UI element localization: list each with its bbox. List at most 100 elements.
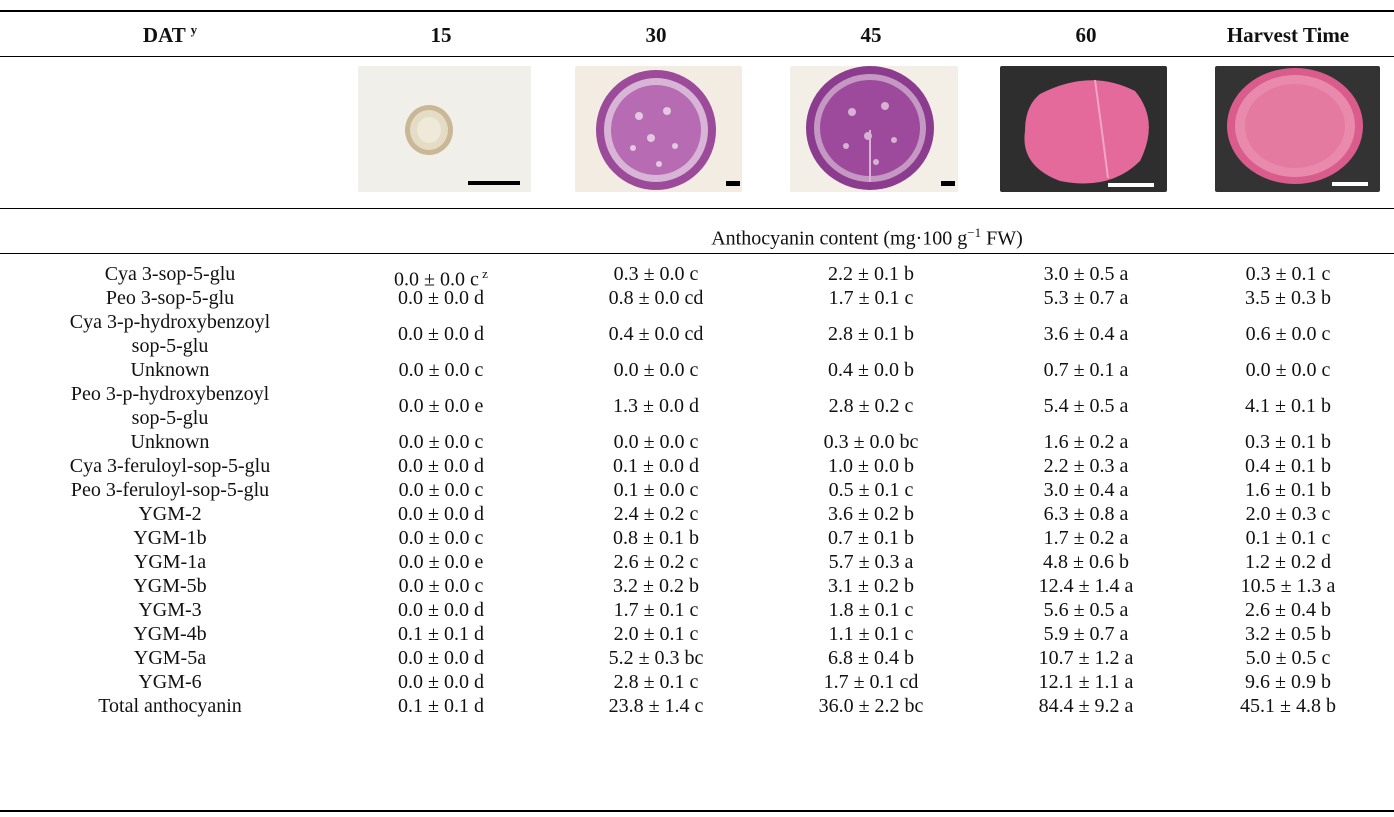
value-cell: 1.8 ± 0.1 c (828, 599, 914, 621)
value-cell: 5.2 ± 0.3 bc (608, 647, 704, 669)
compound-name-line: Cya 3-p-hydroxybenzoyl (69, 311, 271, 333)
dat-header: DAT y (142, 22, 198, 47)
value-cell: 5.4 ± 0.5 a (1043, 395, 1129, 417)
compound-name: YGM-2 (138, 503, 202, 525)
value-cell: 36.0 ± 2.2 bc (818, 695, 924, 717)
header-rule (0, 56, 1394, 57)
value-cell: 2.2 ± 0.1 b (828, 263, 914, 285)
value-cell: 0.4 ± 0.0 cd (608, 323, 704, 345)
table-row: YGM-3 0.0 ± 0.0 d 1.7 ± 0.1 c 1.8 ± 0.1 c 5.… (0, 598, 1394, 622)
col-header-45: 45 (860, 23, 882, 47)
value-cell: 1.3 ± 0.0 d (613, 395, 699, 417)
value-cell: 0.1 ± 0.1 c (1245, 527, 1331, 549)
value-cell: 1.7 ± 0.2 a (1043, 527, 1129, 549)
compound-name: YGM-5a (133, 647, 207, 669)
compound-name: Cya 3-feruloyl-sop-5-glu (69, 455, 271, 477)
table-row: YGM-6 0.0 ± 0.0 d 2.8 ± 0.1 c 1.7 ± 0.1 cd 1… (0, 670, 1394, 694)
value-cell: 0.7 ± 0.1 a (1043, 359, 1129, 381)
value-cell: 0.0 ± 0.0 c (398, 359, 484, 381)
value-cell: 3.6 ± 0.2 b (828, 503, 914, 525)
value-cell: 0.0 ± 0.0 c z (394, 266, 488, 291)
value-cell: 0.0 ± 0.0 d (398, 287, 484, 309)
value-cell: 0.0 ± 0.0 c (398, 431, 484, 453)
value-cell: 0.0 ± 0.0 e (398, 395, 484, 417)
value-cell: 2.2 ± 0.3 a (1043, 455, 1129, 477)
col-header-60: 60 (1075, 23, 1097, 47)
value-cell: 0.0 ± 0.0 c (613, 359, 699, 381)
value-cell: 0.1 ± 0.1 d (398, 695, 484, 717)
compound-name: YGM-1b (133, 527, 207, 549)
value-cell: 2.6 ± 0.4 b (1245, 599, 1331, 621)
value-cell: 0.0 ± 0.0 d (398, 599, 484, 621)
value-cell: 84.4 ± 9.2 a (1038, 695, 1134, 717)
value-cell: 10.5 ± 1.3 a (1240, 575, 1336, 597)
value-cell: 1.7 ± 0.1 c (613, 599, 699, 621)
value-cell: 0.0 ± 0.0 d (398, 503, 484, 525)
value-cell: 23.8 ± 1.4 c (608, 695, 704, 717)
compound-name: YGM-5b (133, 575, 207, 597)
value-cell: 5.9 ± 0.7 a (1043, 623, 1129, 645)
value-cell: 0.0 ± 0.0 c (1245, 359, 1331, 381)
value-cell: 4.8 ± 0.6 b (1043, 551, 1129, 573)
value-cell: 3.2 ± 0.2 b (613, 575, 699, 597)
value-cell: 0.6 ± 0.0 c (1245, 323, 1331, 345)
table-row: Cya 3-p-hydroxybenzoyl sop-5-glu 0.0 ± 0.0… (0, 310, 1394, 358)
table-row: YGM-2 0.0 ± 0.0 d 2.4 ± 0.2 c 3.6 ± 0.2 b 6.… (0, 502, 1394, 526)
root-slice-image (405, 105, 520, 185)
value-cell: 0.1 ± 0.1 d (398, 623, 484, 645)
value-cell: 0.4 ± 0.1 b (1245, 455, 1331, 477)
value-cell: 1.2 ± 0.2 d (1245, 551, 1331, 573)
compound-name: YGM-4b (133, 623, 207, 645)
col-header-harvest: Harvest Time (1226, 23, 1350, 47)
value-cell: 0.7 ± 0.1 b (828, 527, 914, 549)
value-cell: 0.5 ± 0.1 c (828, 479, 914, 501)
value-cell: 2.0 ± 0.3 c (1245, 503, 1331, 525)
table-row: Cya 3-sop-5-glu 0.0 ± 0.0 c z 0.3 ± 0.0 c 2… (0, 262, 1394, 291)
value-cell: 0.3 ± 0.1 b (1245, 431, 1331, 453)
anthocyanin-subheader: Anthocyanin content (mg·100 g−1 FW) (711, 225, 1023, 250)
value-cell: 6.8 ± 0.4 b (828, 647, 914, 669)
table-row: YGM-5b 0.0 ± 0.0 c 3.2 ± 0.2 b 3.1 ± 0.2 b 1… (0, 574, 1394, 598)
compound-name: YGM-1a (133, 551, 207, 573)
value-cell: 12.1 ± 1.1 a (1038, 671, 1134, 693)
value-cell: 0.0 ± 0.0 c (398, 575, 484, 597)
value-cell: 1.7 ± 0.1 c (828, 287, 914, 309)
cross-section-45-DAT (790, 66, 958, 192)
value-cell: 1.1 ± 0.1 c (828, 623, 914, 645)
table-row: Peo 3-sop-5-glu 0.0 ± 0.0 d 0.8 ± 0.0 cd 1.… (0, 286, 1394, 310)
table-row: YGM-1a 0.0 ± 0.0 e 2.6 ± 0.2 c 5.7 ± 0.3 a 4… (0, 550, 1394, 574)
compound-name-line: sop-5-glu (131, 407, 209, 429)
cross-section-60-DAT (1000, 66, 1167, 192)
compound-name: Peo 3-feruloyl-sop-5-glu (70, 479, 270, 501)
compound-name: Unknown (130, 431, 210, 453)
value-cell: 2.4 ± 0.2 c (613, 503, 699, 525)
value-cell: 0.0 ± 0.0 d (398, 647, 484, 669)
value-cell: 2.0 ± 0.1 c (613, 623, 699, 645)
table-row: Peo 3-feruloyl-sop-5-glu 0.0 ± 0.0 c 0.1 ±… (0, 478, 1394, 502)
value-cell: 3.1 ± 0.2 b (828, 575, 914, 597)
value-cell: 5.7 ± 0.3 a (828, 551, 914, 573)
compound-name-line: Peo 3-p-hydroxybenzoyl (70, 383, 270, 405)
value-cell: 1.7 ± 0.1 cd (823, 671, 919, 693)
value-cell: 12.4 ± 1.4 a (1038, 575, 1134, 597)
table-row: YGM-1b 0.0 ± 0.0 c 0.8 ± 0.1 b 0.7 ± 0.1 b 1… (0, 526, 1394, 550)
root-slice-image (1227, 68, 1368, 186)
value-cell: 3.5 ± 0.3 b (1245, 287, 1331, 309)
root-slice-image (1024, 79, 1154, 187)
bottom-rule (0, 810, 1394, 812)
value-cell: 2.6 ± 0.2 c (613, 551, 699, 573)
col-header-30: 30 (645, 23, 667, 47)
compound-name: Unknown (130, 359, 210, 381)
compound-name: Peo 3-sop-5-glu (105, 287, 235, 309)
table-row: YGM-4b 0.1 ± 0.1 d 2.0 ± 0.1 c 1.1 ± 0.1 c 5… (0, 622, 1394, 646)
value-cell: 3.6 ± 0.4 a (1043, 323, 1129, 345)
value-cell: 2.8 ± 0.2 c (828, 395, 914, 417)
value-cell: 5.0 ± 0.5 c (1245, 647, 1331, 669)
compound-name: YGM-3 (138, 599, 202, 621)
value-cell: 0.8 ± 0.1 b (613, 527, 699, 549)
value-cell: 3.2 ± 0.5 b (1245, 623, 1331, 645)
value-cell: 0.3 ± 0.0 c (613, 263, 699, 285)
value-cell: 45.1 ± 4.8 b (1240, 695, 1336, 717)
value-cell: 0.3 ± 0.1 c (1245, 263, 1331, 285)
root-slice-image (596, 70, 740, 190)
